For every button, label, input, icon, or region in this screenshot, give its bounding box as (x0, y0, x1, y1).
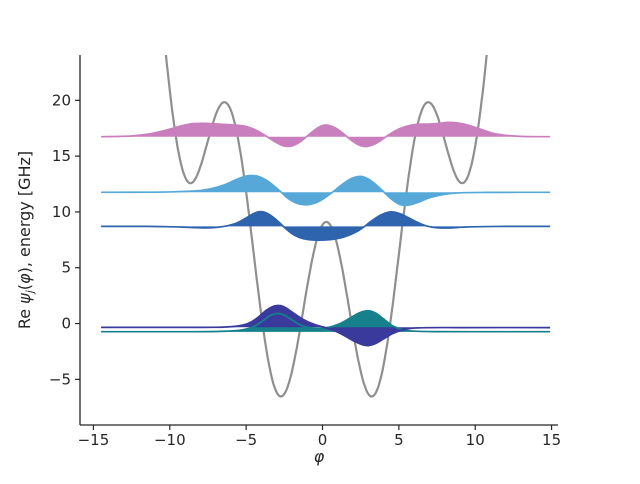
potential-curve (164, 55, 488, 398)
x-tick-label: 15 (542, 431, 561, 449)
x-tick-label: −5 (235, 431, 257, 449)
wavefunction-psi-0-line (101, 309, 551, 333)
wavefunction-psi-2-line (101, 210, 551, 241)
wavefunction-psi-4-line (101, 121, 551, 148)
x-tick-label: −10 (154, 431, 186, 449)
axes-layer: −15 −10 −5 0 5 10 15 −5 0 5 10 15 20 (49, 55, 561, 449)
wavefunction-psi-1-line (101, 304, 551, 347)
y-tick-label: 10 (52, 203, 71, 221)
x-tick-label: 10 (466, 431, 485, 449)
wavefunction-psi-1-fill (101, 305, 551, 346)
wavefunction-psi-4-fill (101, 122, 551, 147)
x-tick-label: −15 (78, 431, 110, 449)
y-axis-label: Re ψj(φ), energy [GHz] (15, 151, 37, 329)
wavefunction-psi-2-fill (101, 211, 551, 241)
y-tick-label: −5 (49, 370, 71, 388)
y-tick-label: 15 (52, 147, 71, 165)
y-tick-label: 0 (61, 315, 71, 333)
x-tick-label: 5 (394, 431, 404, 449)
y-tick-label: 5 (61, 259, 71, 277)
wavefunction-psi-0-fill (101, 310, 551, 332)
wavefunction-fills-layer (101, 122, 551, 346)
x-axis-label: φ (314, 447, 325, 466)
potential-layer (164, 55, 488, 398)
wavefunction-psi-3-line (101, 174, 551, 207)
x-tick-label: 0 (318, 431, 328, 449)
y-tick-label: 20 (52, 91, 71, 109)
wavefunction-lines-layer (101, 121, 551, 347)
wavefunction-psi-3-fill (101, 175, 551, 206)
